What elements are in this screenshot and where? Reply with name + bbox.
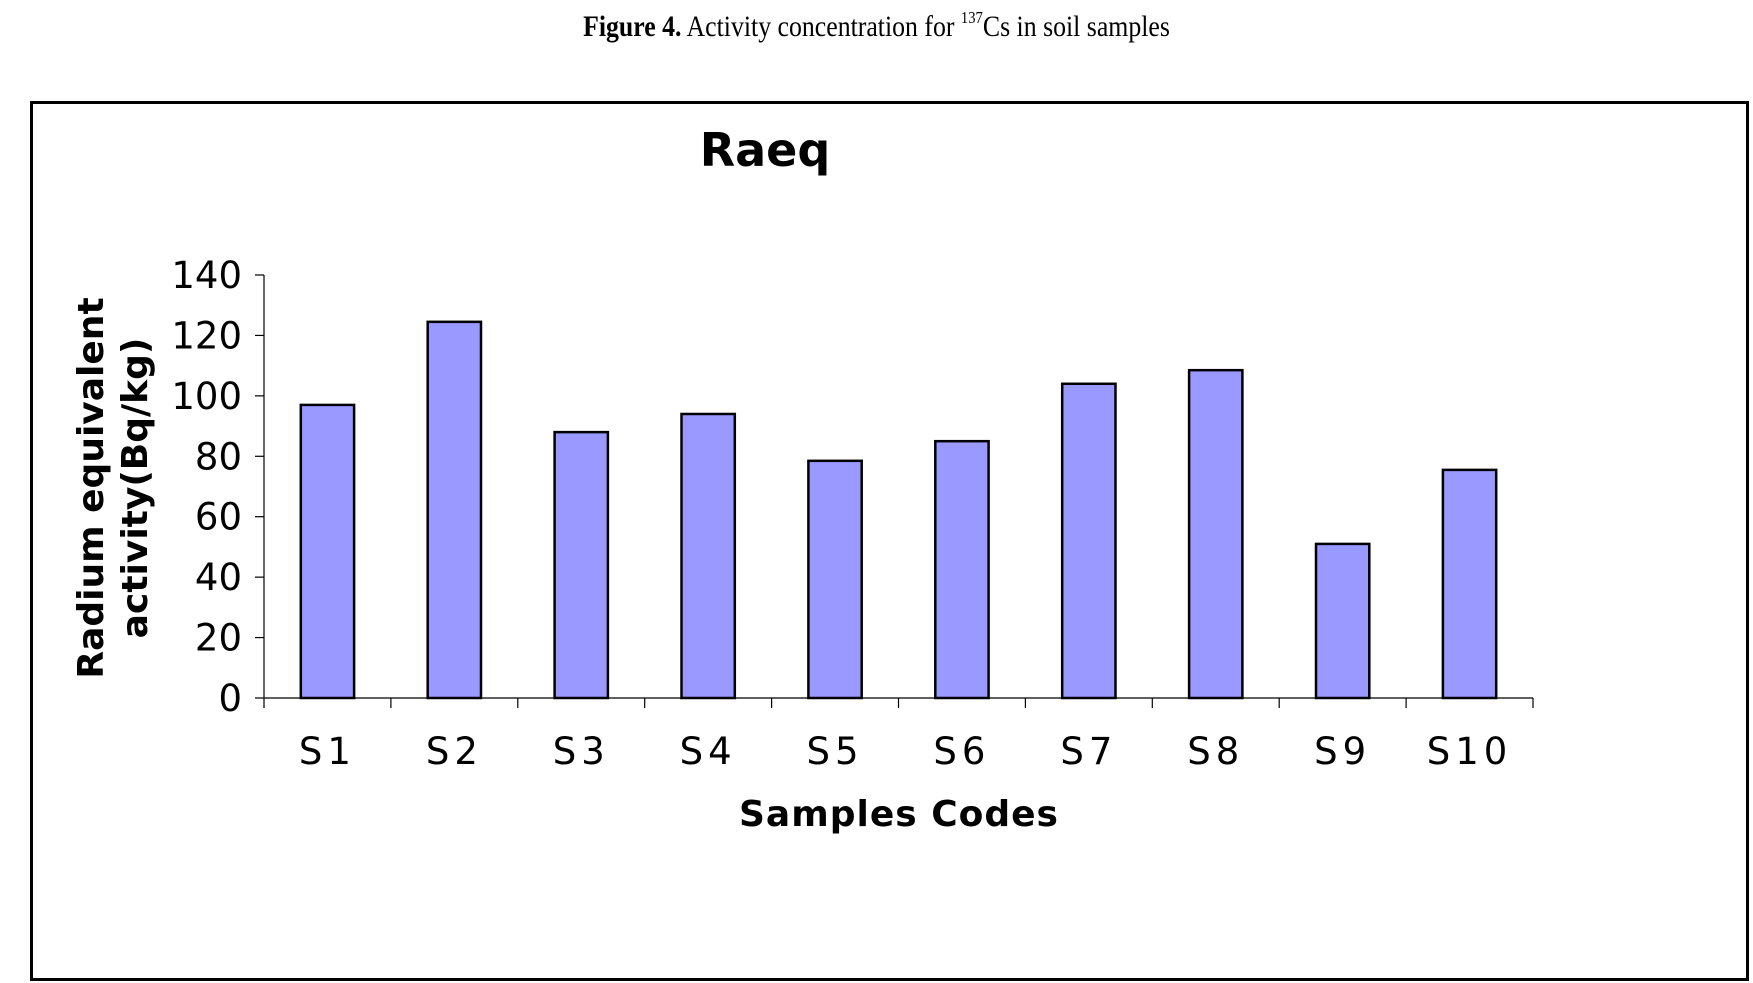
x-tick-label: S6 bbox=[933, 730, 990, 773]
bar-s8 bbox=[1187, 368, 1244, 700]
bar-s6 bbox=[934, 439, 990, 700]
x-tick-label: S8 bbox=[1187, 730, 1244, 773]
y-tick-label: 60 bbox=[195, 496, 242, 539]
figure-label: Figure 4. bbox=[583, 10, 682, 43]
bar-s4 bbox=[680, 412, 737, 700]
bar-s7 bbox=[1060, 382, 1117, 700]
bar-chart: Raeq Radium equivalentactivity(Bq/kg) 0 2… bbox=[71, 123, 1534, 835]
y-axis-label-line: activity(Bq/kg) bbox=[115, 338, 156, 639]
y-axis-label-line: Radium equivalent bbox=[71, 297, 112, 678]
caption-text-post: Cs in soil samples bbox=[982, 10, 1170, 43]
x-tick-label: S1 bbox=[299, 730, 356, 773]
bar-s2 bbox=[426, 320, 483, 700]
y-tick-label: 40 bbox=[195, 556, 242, 599]
chart-title: Raeq bbox=[700, 123, 831, 177]
x-tick-label: S10 bbox=[1427, 730, 1513, 773]
bar-s9 bbox=[1314, 542, 1371, 700]
caption-superscript: 137 bbox=[960, 8, 983, 27]
x-axis-label: Samples Codes bbox=[739, 794, 1059, 835]
y-tick-label: 100 bbox=[171, 375, 242, 418]
caption-text-pre: Activity concentration for bbox=[686, 10, 955, 43]
x-tick-label: S7 bbox=[1060, 730, 1117, 773]
bar-s1 bbox=[299, 403, 356, 700]
bar-s3 bbox=[553, 430, 610, 700]
y-tick-label: 20 bbox=[195, 617, 242, 660]
y-tick-label: 140 bbox=[171, 254, 242, 297]
bar-s5 bbox=[807, 459, 863, 700]
x-tick-label: S5 bbox=[807, 730, 864, 773]
chart-frame: Raeq Radium equivalentactivity(Bq/kg) 0 2… bbox=[30, 101, 1749, 981]
y-axis-label: Radium equivalentactivity(Bq/kg) bbox=[71, 297, 156, 678]
x-tick-label: S3 bbox=[553, 730, 610, 773]
y-tick-label: 80 bbox=[195, 435, 242, 478]
bar-s10 bbox=[1441, 468, 1498, 700]
figure-caption: Figure 4. Activity concentration for 137… bbox=[123, 8, 1631, 44]
x-tick-label: S4 bbox=[680, 730, 737, 773]
y-tick-label: 120 bbox=[171, 314, 242, 357]
y-tick-label: 0 bbox=[218, 677, 242, 720]
x-tick-label: S2 bbox=[426, 730, 483, 773]
x-tick-label: S9 bbox=[1314, 730, 1371, 773]
